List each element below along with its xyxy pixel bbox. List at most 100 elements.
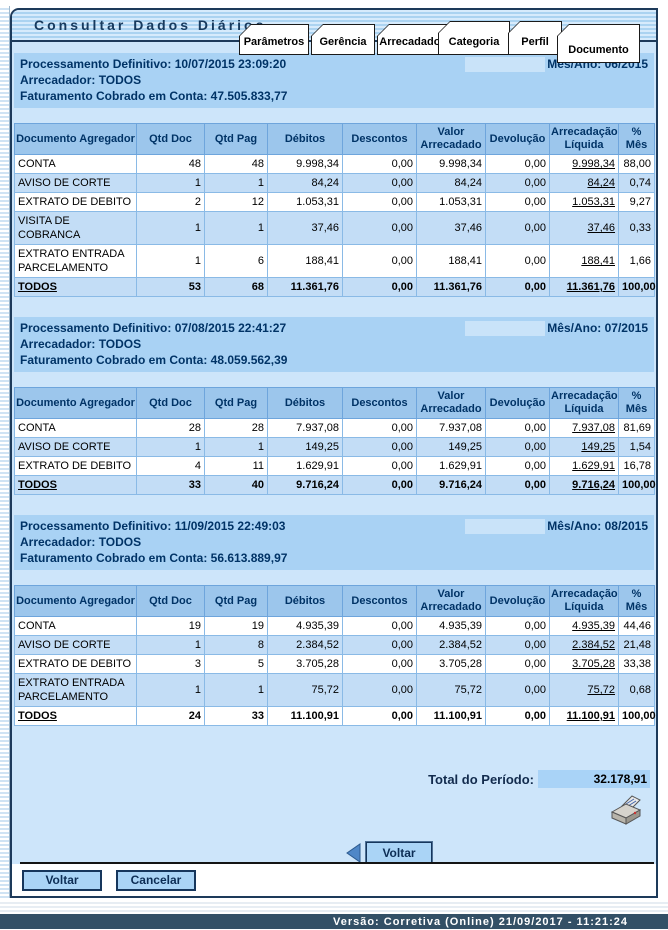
- arrecadacao-liquida-link[interactable]: 7.937,08: [572, 422, 615, 434]
- arrecadacao-liquida-link[interactable]: 84,24: [587, 177, 615, 189]
- total-periodo-value: 32.178,91: [538, 770, 650, 788]
- value-cell: 24: [136, 706, 205, 726]
- value-cell: 0,00: [485, 635, 550, 655]
- value-cell: 2.384,52: [549, 635, 619, 655]
- value-cell: 53: [136, 277, 205, 297]
- value-cell: 48: [204, 154, 268, 174]
- documento-agregador-cell: CONTA: [14, 418, 137, 438]
- value-cell: 0,00: [342, 173, 417, 193]
- arrecadador-1: Arrecadador: TODOS: [20, 73, 142, 87]
- value-cell: 1.629,91: [267, 456, 343, 476]
- value-cell: 9.716,24: [416, 475, 486, 495]
- value-cell: 37,46: [549, 211, 619, 245]
- tab-parametros-label[interactable]: Parâmetros: [240, 25, 308, 54]
- table-row: VISITA DE COBRANCA 1 1 37,46 0,00 37,46 0,00 37…: [14, 211, 655, 245]
- back-arrow-icon[interactable]: [346, 842, 361, 863]
- value-cell: 100,00: [618, 706, 656, 726]
- left-decorative-strip: [0, 6, 10, 898]
- value-cell: 0,00: [485, 654, 550, 674]
- tab-parametros[interactable]: Parâmetros: [239, 24, 309, 55]
- value-cell: 68: [204, 277, 268, 297]
- value-cell: 0,00: [342, 654, 417, 674]
- section-header-3: Processamento Definitivo: 11/09/2015 22:…: [14, 515, 654, 570]
- voltar-mid-button[interactable]: Voltar: [366, 842, 432, 863]
- voltar-button[interactable]: Voltar: [22, 869, 102, 891]
- value-cell: 1: [136, 635, 205, 655]
- col-arrecadacao-liquida: Arrecadação Líquida: [549, 585, 619, 617]
- value-cell: 9.998,34: [267, 154, 343, 174]
- documento-agregador-cell: EXTRATO ENTRADA PARCELAMENTO: [14, 673, 137, 707]
- col-descontos: Descontos: [342, 585, 417, 617]
- tab-categoria-label[interactable]: Categoria: [439, 22, 509, 54]
- value-cell: 0,00: [342, 154, 417, 174]
- arrecadacao-liquida-link[interactable]: 2.384,52: [572, 639, 615, 651]
- documento-agregador-cell: CONTA: [14, 154, 137, 174]
- tab-gerencia[interactable]: Gerência: [311, 24, 375, 55]
- value-cell: 28: [136, 418, 205, 438]
- value-cell: 75,72: [267, 673, 343, 707]
- tab-arrecadador[interactable]: Arrecadador: [377, 24, 447, 55]
- arrecadacao-liquida-link[interactable]: 188,41: [581, 255, 615, 267]
- value-cell: 4: [136, 456, 205, 476]
- col-arrecadacao-liquida: Arrecadação Líquida: [549, 123, 619, 155]
- arrecadador-3: Arrecadador: TODOS: [20, 535, 142, 549]
- arrecadacao-liquida-link[interactable]: 75,72: [587, 684, 615, 696]
- col-descontos: Descontos: [342, 123, 417, 155]
- arrecadacao-liquida-link[interactable]: 9.716,24: [572, 479, 615, 491]
- tab-documento-active[interactable]: Documento: [557, 24, 640, 63]
- value-cell: 0,00: [342, 418, 417, 438]
- value-cell: 0,74: [618, 173, 655, 193]
- tab-documento-label[interactable]: Documento: [558, 25, 639, 62]
- print-icon[interactable]: [608, 794, 644, 826]
- arrecadacao-liquida-link[interactable]: 9.998,34: [572, 158, 615, 170]
- arrecadacao-liquida-link[interactable]: 1.629,91: [572, 460, 615, 472]
- value-cell: 0,00: [485, 173, 550, 193]
- col-devolucao: Devolução: [485, 585, 550, 617]
- col-pct-mes: % Mês: [618, 585, 655, 617]
- value-cell: 11.100,91: [416, 706, 486, 726]
- value-cell: 1: [204, 437, 268, 457]
- value-cell: 7.937,08: [416, 418, 486, 438]
- value-cell: 0,00: [342, 456, 417, 476]
- value-cell: 149,25: [549, 437, 619, 457]
- arrecadacao-liquida-link[interactable]: 149,25: [581, 441, 615, 453]
- tab-gerencia-label[interactable]: Gerência: [312, 25, 374, 54]
- col-qtd-pag: Qtd Pag: [204, 585, 268, 617]
- col-qtd-pag: Qtd Pag: [204, 387, 268, 419]
- arrecadacao-liquida-link[interactable]: 11.361,76: [566, 281, 615, 293]
- value-cell: 100,00: [618, 277, 656, 297]
- arrecadacao-liquida-link[interactable]: 4.935,39: [572, 620, 615, 632]
- table-row: EXTRATO ENTRADA PARCELAMENTO 1 6 188,41 0,00…: [14, 244, 655, 278]
- value-cell: 6: [204, 244, 268, 278]
- section-header-2: Processamento Definitivo: 07/08/2015 22:…: [14, 317, 654, 372]
- tab-perfil[interactable]: Perfil: [508, 21, 562, 55]
- value-cell: 0,00: [342, 244, 417, 278]
- version-bar: Versão: Corretiva (Online) 21/09/2017 - …: [0, 914, 668, 929]
- cancelar-button[interactable]: Cancelar: [116, 869, 196, 891]
- tab-categoria[interactable]: Categoria: [438, 21, 510, 55]
- documento-agregador-cell: TODOS: [14, 277, 137, 297]
- faturamento-1: Faturamento Cobrado em Conta: 47.505.833…: [20, 89, 288, 103]
- documento-agregador-cell: AVISO DE CORTE: [14, 635, 137, 655]
- table-row: AVISO DE CORTE 1 1 84,24 0,00 84,24 0,00 84,24 0…: [14, 173, 655, 193]
- value-cell: 1.053,31: [549, 192, 619, 212]
- value-cell: 0,00: [485, 706, 550, 726]
- arrecadacao-liquida-link[interactable]: 37,46: [587, 222, 615, 234]
- value-cell: 0,00: [342, 192, 417, 212]
- value-cell: 1,66: [618, 244, 655, 278]
- arrecadacao-liquida-link[interactable]: 1.053,31: [572, 196, 615, 208]
- value-cell: 2.384,52: [416, 635, 486, 655]
- value-cell: 11.100,91: [549, 706, 619, 726]
- documento-agregador-cell: EXTRATO DE DEBITO: [14, 192, 137, 212]
- arrecadacao-liquida-link[interactable]: 11.100,91: [566, 710, 615, 722]
- table-header-row: Documento Agregador Qtd Doc Qtd Pag Débi…: [14, 123, 655, 155]
- mesano-field-3: [465, 518, 546, 534]
- value-cell: 11.361,76: [267, 277, 343, 297]
- tab-arrecadador-label[interactable]: Arrecadador: [378, 25, 446, 54]
- value-cell: 0,00: [342, 277, 417, 297]
- value-cell: 0,00: [485, 456, 550, 476]
- value-cell: 75,72: [416, 673, 486, 707]
- value-cell: 0,00: [485, 192, 550, 212]
- arrecadacao-liquida-link[interactable]: 3.705,28: [572, 658, 615, 670]
- tab-perfil-label[interactable]: Perfil: [509, 22, 561, 54]
